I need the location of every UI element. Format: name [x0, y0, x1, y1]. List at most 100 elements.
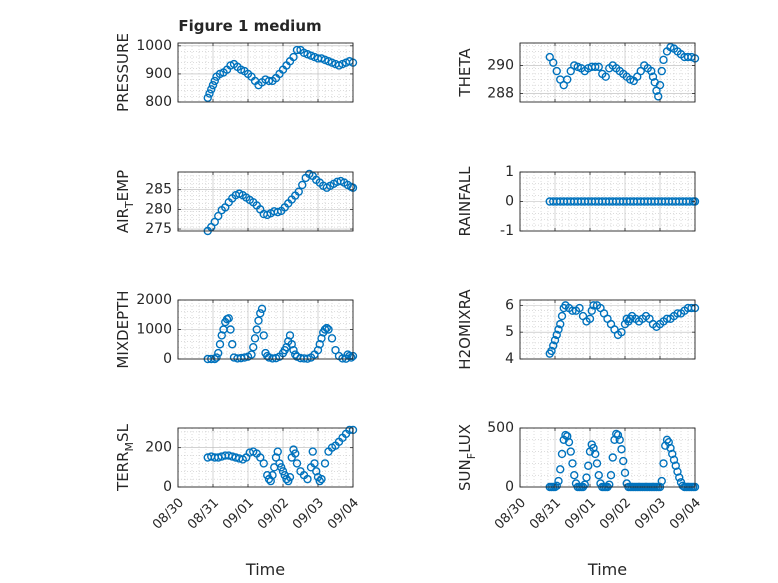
y-axis-label-tail: SL [114, 423, 132, 442]
data-point [315, 476, 324, 486]
data-point [268, 471, 277, 480]
data-point [570, 471, 579, 480]
axes-background [178, 43, 353, 102]
y-axis-label-text: AIR [114, 208, 132, 233]
y-axis-label: AIRTEMP [114, 170, 136, 233]
data-point [203, 93, 212, 102]
data-point [250, 334, 260, 343]
data-point [589, 301, 598, 310]
data-point [273, 447, 282, 456]
y-tick-label: 900 [145, 66, 172, 82]
y-tick-label: -1 [500, 223, 514, 239]
y-axis-label-subscript: M [123, 442, 136, 452]
data-point [568, 306, 577, 315]
axes-frame [177, 427, 354, 488]
data-point [303, 474, 312, 484]
data-point [322, 323, 331, 333]
data-point [594, 471, 603, 480]
data-point [662, 314, 672, 323]
x-tick-label: 08/31 [527, 495, 564, 532]
data-point [620, 468, 630, 478]
data-point [278, 467, 288, 476]
data-point [259, 331, 268, 340]
data-point [317, 474, 326, 484]
data-point [605, 480, 614, 489]
data-point [284, 476, 293, 486]
data-markers [545, 43, 700, 101]
data-point [285, 331, 295, 340]
data-point [550, 336, 560, 345]
data-point [563, 75, 572, 84]
data-point [557, 449, 567, 459]
data-point [594, 62, 603, 72]
data-point [208, 80, 218, 90]
y-tick-label: 280 [145, 201, 172, 217]
y-axis-label: MIXDEPTH [114, 290, 132, 368]
x-tick-label: 08/30 [150, 495, 187, 532]
data-point [289, 445, 298, 454]
data-point [275, 459, 284, 468]
x-axis-label: Time [587, 560, 627, 579]
subplot-2: 288 290 THETA [456, 42, 700, 103]
y-axis-label-text: MIXDEPTH [114, 290, 132, 368]
y-tick-label: 1000 [136, 322, 172, 338]
y-tick-label: 0 [505, 194, 514, 210]
y-axis-label-text: THETA [456, 48, 474, 98]
y-axis-label: H2OMIXRA [456, 289, 474, 370]
data-point [606, 471, 616, 480]
data-point [277, 463, 286, 472]
y-axis-label-subscript: F [465, 453, 478, 459]
data-point [256, 453, 265, 462]
data-point [647, 66, 656, 76]
data-point [207, 85, 216, 94]
data-point [591, 62, 600, 72]
data-point [289, 345, 298, 355]
y-axis-label-text: SUN [456, 459, 474, 491]
data-point [280, 471, 289, 480]
data-point [587, 306, 596, 315]
x-tick-label: 08/31 [185, 495, 222, 532]
data-point [291, 449, 300, 458]
data-point [215, 340, 225, 349]
y-axis-label-subscript: T [123, 201, 136, 209]
y-axis-label-text: PRESSURE [114, 33, 132, 112]
data-point [210, 217, 219, 227]
data-point [254, 316, 263, 325]
data-point [298, 180, 307, 190]
data-point [654, 92, 663, 101]
data-point [655, 80, 665, 90]
y-axis-label-tail: EMP [114, 170, 132, 201]
data-point [210, 76, 219, 86]
y-tick-label: 1000 [136, 38, 172, 54]
x-tick-label: 09/03 [290, 495, 327, 532]
x-tick-label: 08/30 [492, 495, 529, 532]
y-axis-label-text: TERR [114, 451, 132, 492]
y-tick-label: 4 [505, 351, 514, 367]
data-point [673, 309, 682, 318]
x-tick-label: 09/02 [597, 495, 634, 532]
y-axis-label: THETA [456, 48, 474, 98]
data-point [564, 437, 574, 447]
data-point [292, 45, 302, 55]
data-markers [545, 301, 700, 358]
data-point [547, 346, 556, 356]
data-point [617, 445, 626, 454]
y-tick-label: 285 [145, 182, 172, 198]
data-markers [203, 45, 358, 102]
y-tick-label: 2000 [136, 292, 172, 308]
axes-frame [519, 427, 696, 488]
y-axis-label: SUNFLUX [456, 424, 478, 491]
data-point [612, 429, 621, 439]
data-point [320, 459, 330, 468]
data-point [592, 459, 602, 468]
data-markers [545, 197, 700, 206]
data-point [226, 325, 235, 334]
y-tick-label: 200 [145, 440, 172, 456]
x-tick-label: 09/01 [220, 495, 257, 532]
data-point [249, 343, 258, 352]
data-point [252, 325, 261, 334]
y-axis-label: PRESSURE [114, 33, 132, 112]
y-tick-label: 6 [505, 297, 514, 313]
data-point [619, 456, 628, 466]
